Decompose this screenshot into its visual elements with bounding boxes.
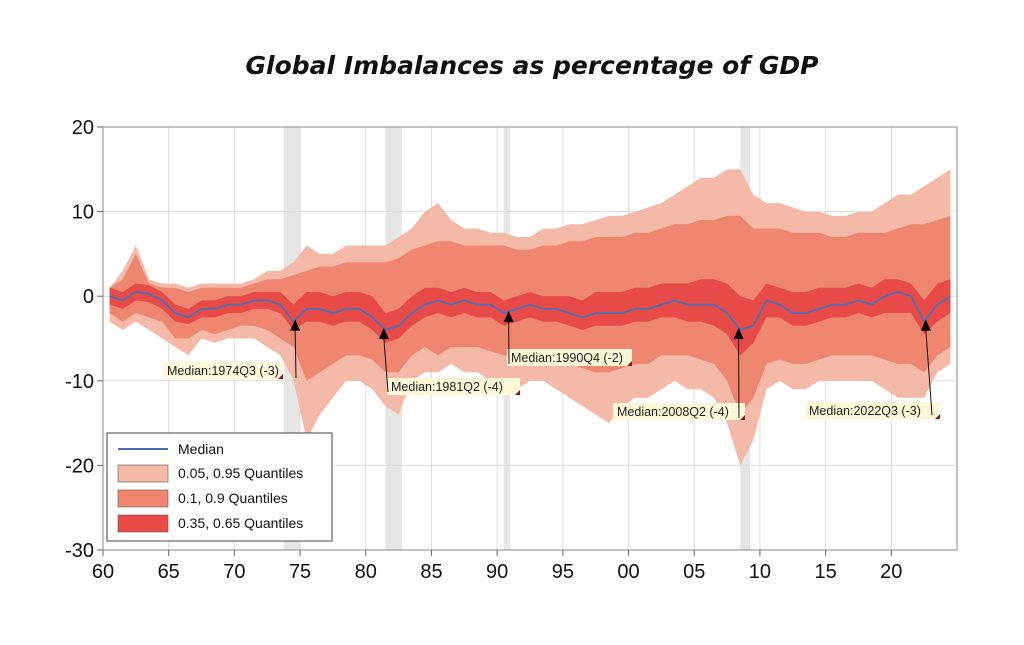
annotation-label-box	[507, 349, 632, 366]
annotation-label-box	[613, 403, 745, 420]
annotations: Median:1974Q3 (-3) Median:1981Q2 (-4) Medi…	[163, 311, 940, 420]
y-tick-label: 10	[72, 202, 94, 224]
annotation-corner-marker	[515, 390, 520, 395]
y-tick-label: 20	[72, 117, 94, 139]
legend-swatch-q10-90	[117, 489, 169, 508]
x-tick-label: 90	[486, 561, 508, 583]
legend-label-median: Median	[178, 441, 224, 457]
annotation-corner-marker	[935, 414, 940, 419]
quantile-bands	[109, 169, 951, 466]
y-axis: 20 10 0 -10 -20 -30	[65, 117, 103, 562]
x-tick-label: 80	[355, 561, 377, 583]
annotation-label: Median:2022Q3 (-3)	[809, 404, 921, 418]
annotation-label-box	[805, 402, 940, 419]
annotation-label-box	[387, 378, 520, 395]
x-tick-label: 60	[92, 561, 114, 583]
legend-label-q10-90: 0.1, 0.9 Quantiles	[178, 490, 288, 506]
chart-title: Global Imbalances as percentage of GDP	[246, 51, 819, 80]
annotation-arrowhead	[503, 311, 514, 323]
x-tick-label: 75	[289, 561, 311, 583]
annotation-label: Median:1990Q4 (-2)	[511, 351, 623, 365]
annotation-arrow-line	[383, 338, 389, 393]
annotation-label: Median:1974Q3 (-3)	[167, 364, 279, 378]
x-tick-label: 20	[880, 561, 902, 583]
x-tick-label: 05	[683, 561, 705, 583]
plot-frame	[102, 126, 958, 551]
legend: Median 0.05, 0.95 Quantiles 0.1, 0.9 Qua…	[106, 432, 333, 542]
median-series	[109, 291, 951, 332]
annotation-arrowhead	[733, 328, 744, 340]
x-tick-label: 15	[814, 561, 836, 583]
y-tick-label: -10	[65, 371, 94, 393]
annotation-arrowhead	[378, 328, 389, 340]
annotation-corner-marker	[740, 415, 745, 420]
annotation-label: Median:1981Q2 (-4)	[391, 380, 503, 394]
annotation-arrow-line	[294, 329, 297, 379]
x-tick-label: 95	[552, 561, 574, 583]
x-tick-label: 10	[749, 561, 771, 583]
x-axis: 60 65 70 75 80 85 90 95 00 05 10 15 20	[92, 550, 902, 583]
legend-label-q05-95: 0.05, 0.95 Quantiles	[178, 465, 303, 481]
y-tick-label: -20	[65, 455, 94, 477]
annotation-corner-marker	[278, 374, 283, 379]
y-tick-label: -30	[65, 540, 94, 562]
x-tick-label: 65	[158, 561, 180, 583]
annotation-label: Median:2008Q2 (-4)	[617, 405, 729, 419]
annotation-label-box	[163, 362, 283, 379]
annotation-arrow-line	[925, 329, 933, 416]
legend-label-q35-65: 0.35, 0.65 Quantiles	[178, 515, 303, 531]
x-tick-label: 00	[617, 561, 639, 583]
x-tick-label: 85	[420, 561, 442, 583]
annotation-arrowhead	[920, 319, 931, 331]
x-tick-label: 70	[223, 561, 245, 583]
median-line	[109, 291, 951, 332]
legend-swatch-q35-65	[117, 514, 169, 533]
annotation-arrowhead	[290, 319, 301, 331]
annotation-corner-marker	[627, 361, 632, 366]
y-tick-label: 0	[83, 286, 94, 308]
legend-swatch-q05-95	[117, 464, 169, 483]
